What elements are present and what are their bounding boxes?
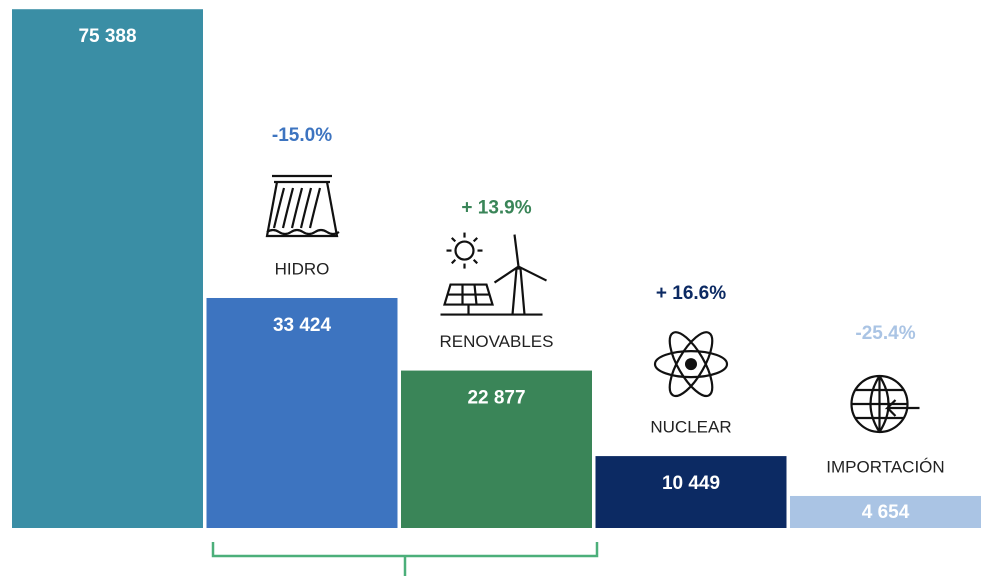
icon-part — [472, 237, 479, 243]
bar — [206, 297, 398, 528]
icon-part — [265, 174, 339, 238]
icon-part — [668, 331, 714, 398]
category-label: NUCLEAR — [650, 418, 731, 437]
bar — [595, 456, 787, 528]
icon-part — [450, 258, 457, 265]
change-label: -25.4% — [855, 323, 915, 344]
value-label: 10 449 — [662, 473, 720, 494]
icon-part — [884, 399, 920, 417]
icon-part — [299, 187, 313, 229]
icon-part — [290, 187, 304, 229]
bracket — [211, 542, 599, 576]
icon — [653, 331, 729, 398]
icon — [265, 174, 340, 238]
category-label: RENOVABLES — [439, 332, 553, 351]
icon-part — [272, 187, 286, 229]
icon-part — [266, 228, 340, 236]
icon-part — [472, 258, 479, 265]
bar — [12, 9, 203, 528]
value-label: 33 424 — [273, 315, 332, 336]
icon-part — [440, 283, 543, 316]
icon-part — [454, 240, 475, 261]
value-label: 75 388 — [78, 26, 136, 47]
icon-part — [450, 237, 457, 243]
icon-part — [851, 375, 908, 433]
category-label: IMPORTACIÓN — [826, 457, 944, 476]
change-label: + 13.9% — [461, 198, 531, 219]
icon-part — [685, 358, 697, 371]
icon-part — [493, 234, 547, 315]
bracket-line — [211, 542, 599, 558]
change-label: + 16.6% — [656, 283, 726, 304]
bar — [401, 370, 592, 528]
change-label: -15.0% — [272, 125, 332, 146]
icon — [440, 232, 547, 316]
value-label: 22 877 — [467, 388, 525, 409]
icon-part — [653, 349, 729, 379]
icon-part — [281, 187, 295, 229]
category-label: HIDRO — [275, 259, 330, 278]
icon — [850, 374, 920, 434]
value-label: 4 654 — [862, 502, 910, 523]
bar — [790, 495, 981, 528]
icon-part — [308, 187, 322, 229]
icon-part — [668, 331, 714, 398]
